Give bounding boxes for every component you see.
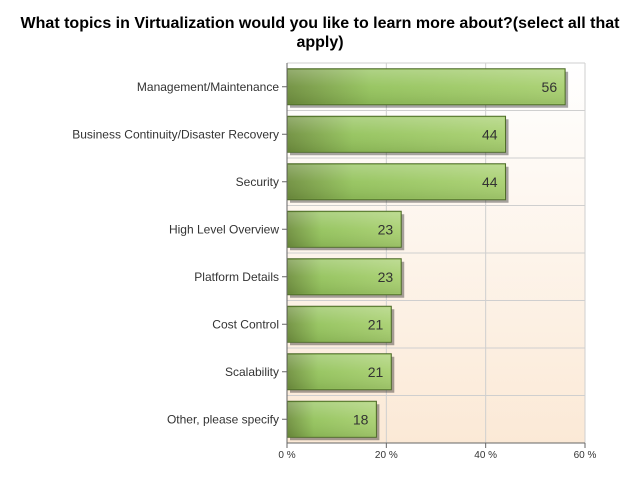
category-label: Management/Maintenance [137, 80, 279, 94]
category-label: Cost Control [212, 317, 279, 331]
axes [282, 63, 586, 448]
bar-highlight [288, 354, 391, 389]
value-label: 21 [368, 364, 384, 380]
category-label: Other, please specify [167, 412, 279, 426]
labels: 0 % 20 % 40 % 60 % Management/Maintenance 56 B… [72, 79, 596, 461]
bar-highlight [288, 69, 565, 104]
category-label: High Level Overview [169, 222, 279, 236]
x-tick-label: 60 % [574, 450, 597, 461]
value-label: 56 [542, 79, 558, 95]
bar-highlight [288, 259, 401, 294]
value-label: 18 [353, 411, 369, 427]
category-label: Business Continuity/Disaster Recovery [72, 127, 279, 141]
category-label: Scalability [225, 365, 279, 379]
x-tick-label: 0 % [278, 450, 295, 461]
value-label: 23 [378, 269, 394, 285]
category-label: Platform Details [194, 270, 279, 284]
bar-highlight [288, 402, 376, 437]
x-tick-label: 20 % [375, 450, 398, 461]
x-tick-label: 40 % [474, 450, 497, 461]
value-label: 21 [368, 316, 384, 332]
value-label: 44 [482, 126, 498, 142]
bar-highlight [288, 307, 391, 342]
category-label: Security [236, 175, 279, 189]
bar-highlight [288, 164, 505, 199]
value-label: 23 [378, 221, 394, 237]
bar-highlight [288, 117, 505, 152]
bar-highlight [288, 212, 401, 247]
chart-title: What topics in Virtualization would you … [20, 15, 620, 51]
value-label: 44 [482, 174, 498, 190]
bars [286, 68, 569, 441]
grid [286, 62, 586, 443]
